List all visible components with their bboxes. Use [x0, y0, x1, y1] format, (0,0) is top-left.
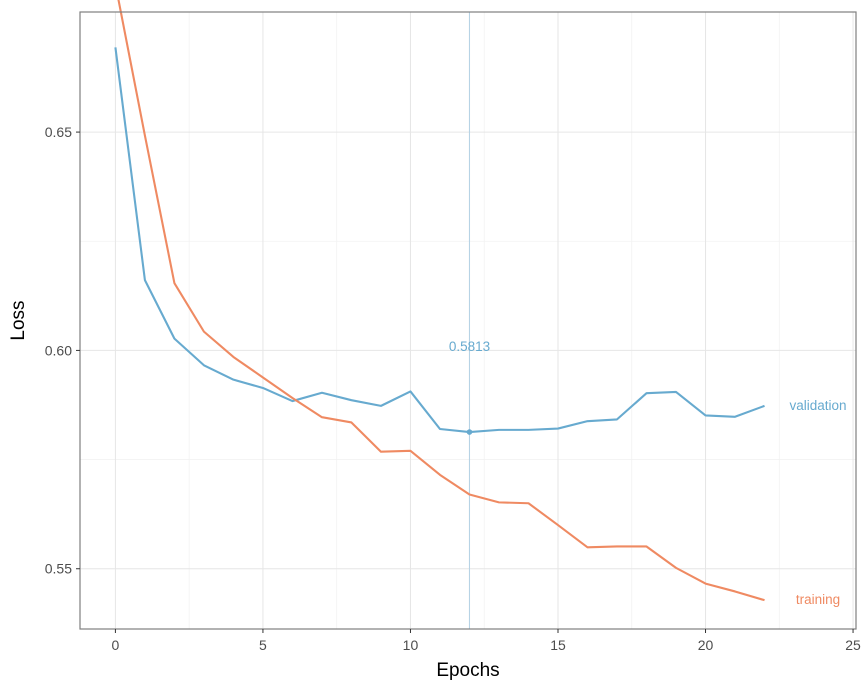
y-axis-title: Loss: [8, 300, 29, 340]
x-tick-label: 15: [550, 637, 566, 653]
plot-panel-border: [79, 11, 857, 630]
series-label-training: training: [796, 592, 840, 607]
series-line-training: [117, 0, 765, 602]
best-epoch-marker: 0.5813: [449, 12, 490, 629]
marker-label: 0.5813: [449, 339, 490, 354]
series-line-validation: [114, 47, 765, 434]
x-tick-label: 5: [259, 637, 267, 653]
x-axis-title: Epochs: [436, 660, 499, 681]
series-label-validation: validation: [789, 398, 846, 413]
axis-ticks: 0 5 10 15 20 25 0.55 0.60 0.65: [45, 124, 861, 653]
grid: [80, 12, 856, 629]
series-lines: [114, 0, 765, 602]
x-tick-label: 20: [698, 637, 714, 653]
x-tick-label: 10: [403, 637, 419, 653]
y-tick-label: 0.55: [45, 561, 72, 577]
y-tick-label: 0.60: [45, 342, 72, 358]
series-labels: validation training: [789, 398, 846, 607]
y-tick-label: 0.65: [45, 124, 72, 140]
x-tick-label: 25: [845, 637, 861, 653]
x-tick-label: 0: [112, 637, 120, 653]
